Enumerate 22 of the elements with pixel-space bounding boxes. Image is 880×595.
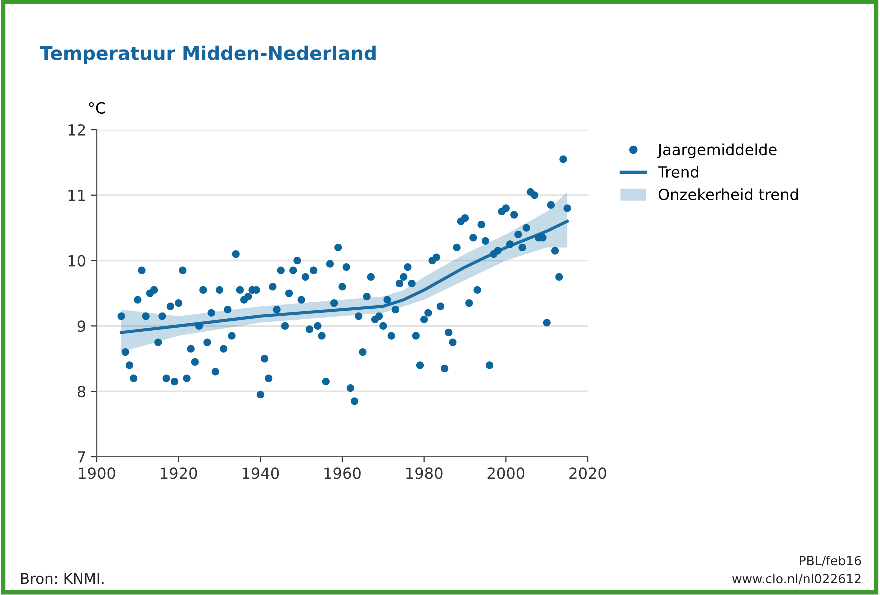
line-series: [120, 220, 570, 334]
text: PBL/feb16: [800, 556, 862, 567]
text: Onzekerheid trend: [658, 188, 798, 200]
x-tick-label: 2020: [570, 468, 606, 480]
x-tick-label: 2000: [488, 468, 525, 480]
x-tick-label: 1980: [406, 468, 443, 480]
text: Bron: KNMI.: [21, 573, 104, 584]
x-tick-label: 1960: [324, 468, 361, 480]
chart-title: Temperatuur Midden-Nederland: [40, 46, 376, 64]
y-tick-label: 9: [78, 320, 86, 332]
text: www.clo.nl/nl022612: [732, 574, 861, 585]
y-tick-label: 8: [78, 386, 86, 398]
legend-label: Trend: [658, 166, 698, 178]
y-axis-title: °C: [89, 102, 106, 114]
y-tick-label: 7: [78, 452, 86, 463]
y-tick-label: 12: [68, 124, 86, 136]
y-tick-label: 11: [68, 190, 86, 202]
x-tick-label: 1900: [79, 468, 116, 480]
x-tick-label: 1920: [161, 468, 198, 480]
x-tick-label: 1940: [242, 468, 280, 480]
y-tick-label: 10: [68, 255, 86, 267]
legend-label: Jaargemiddelde: [657, 144, 777, 159]
